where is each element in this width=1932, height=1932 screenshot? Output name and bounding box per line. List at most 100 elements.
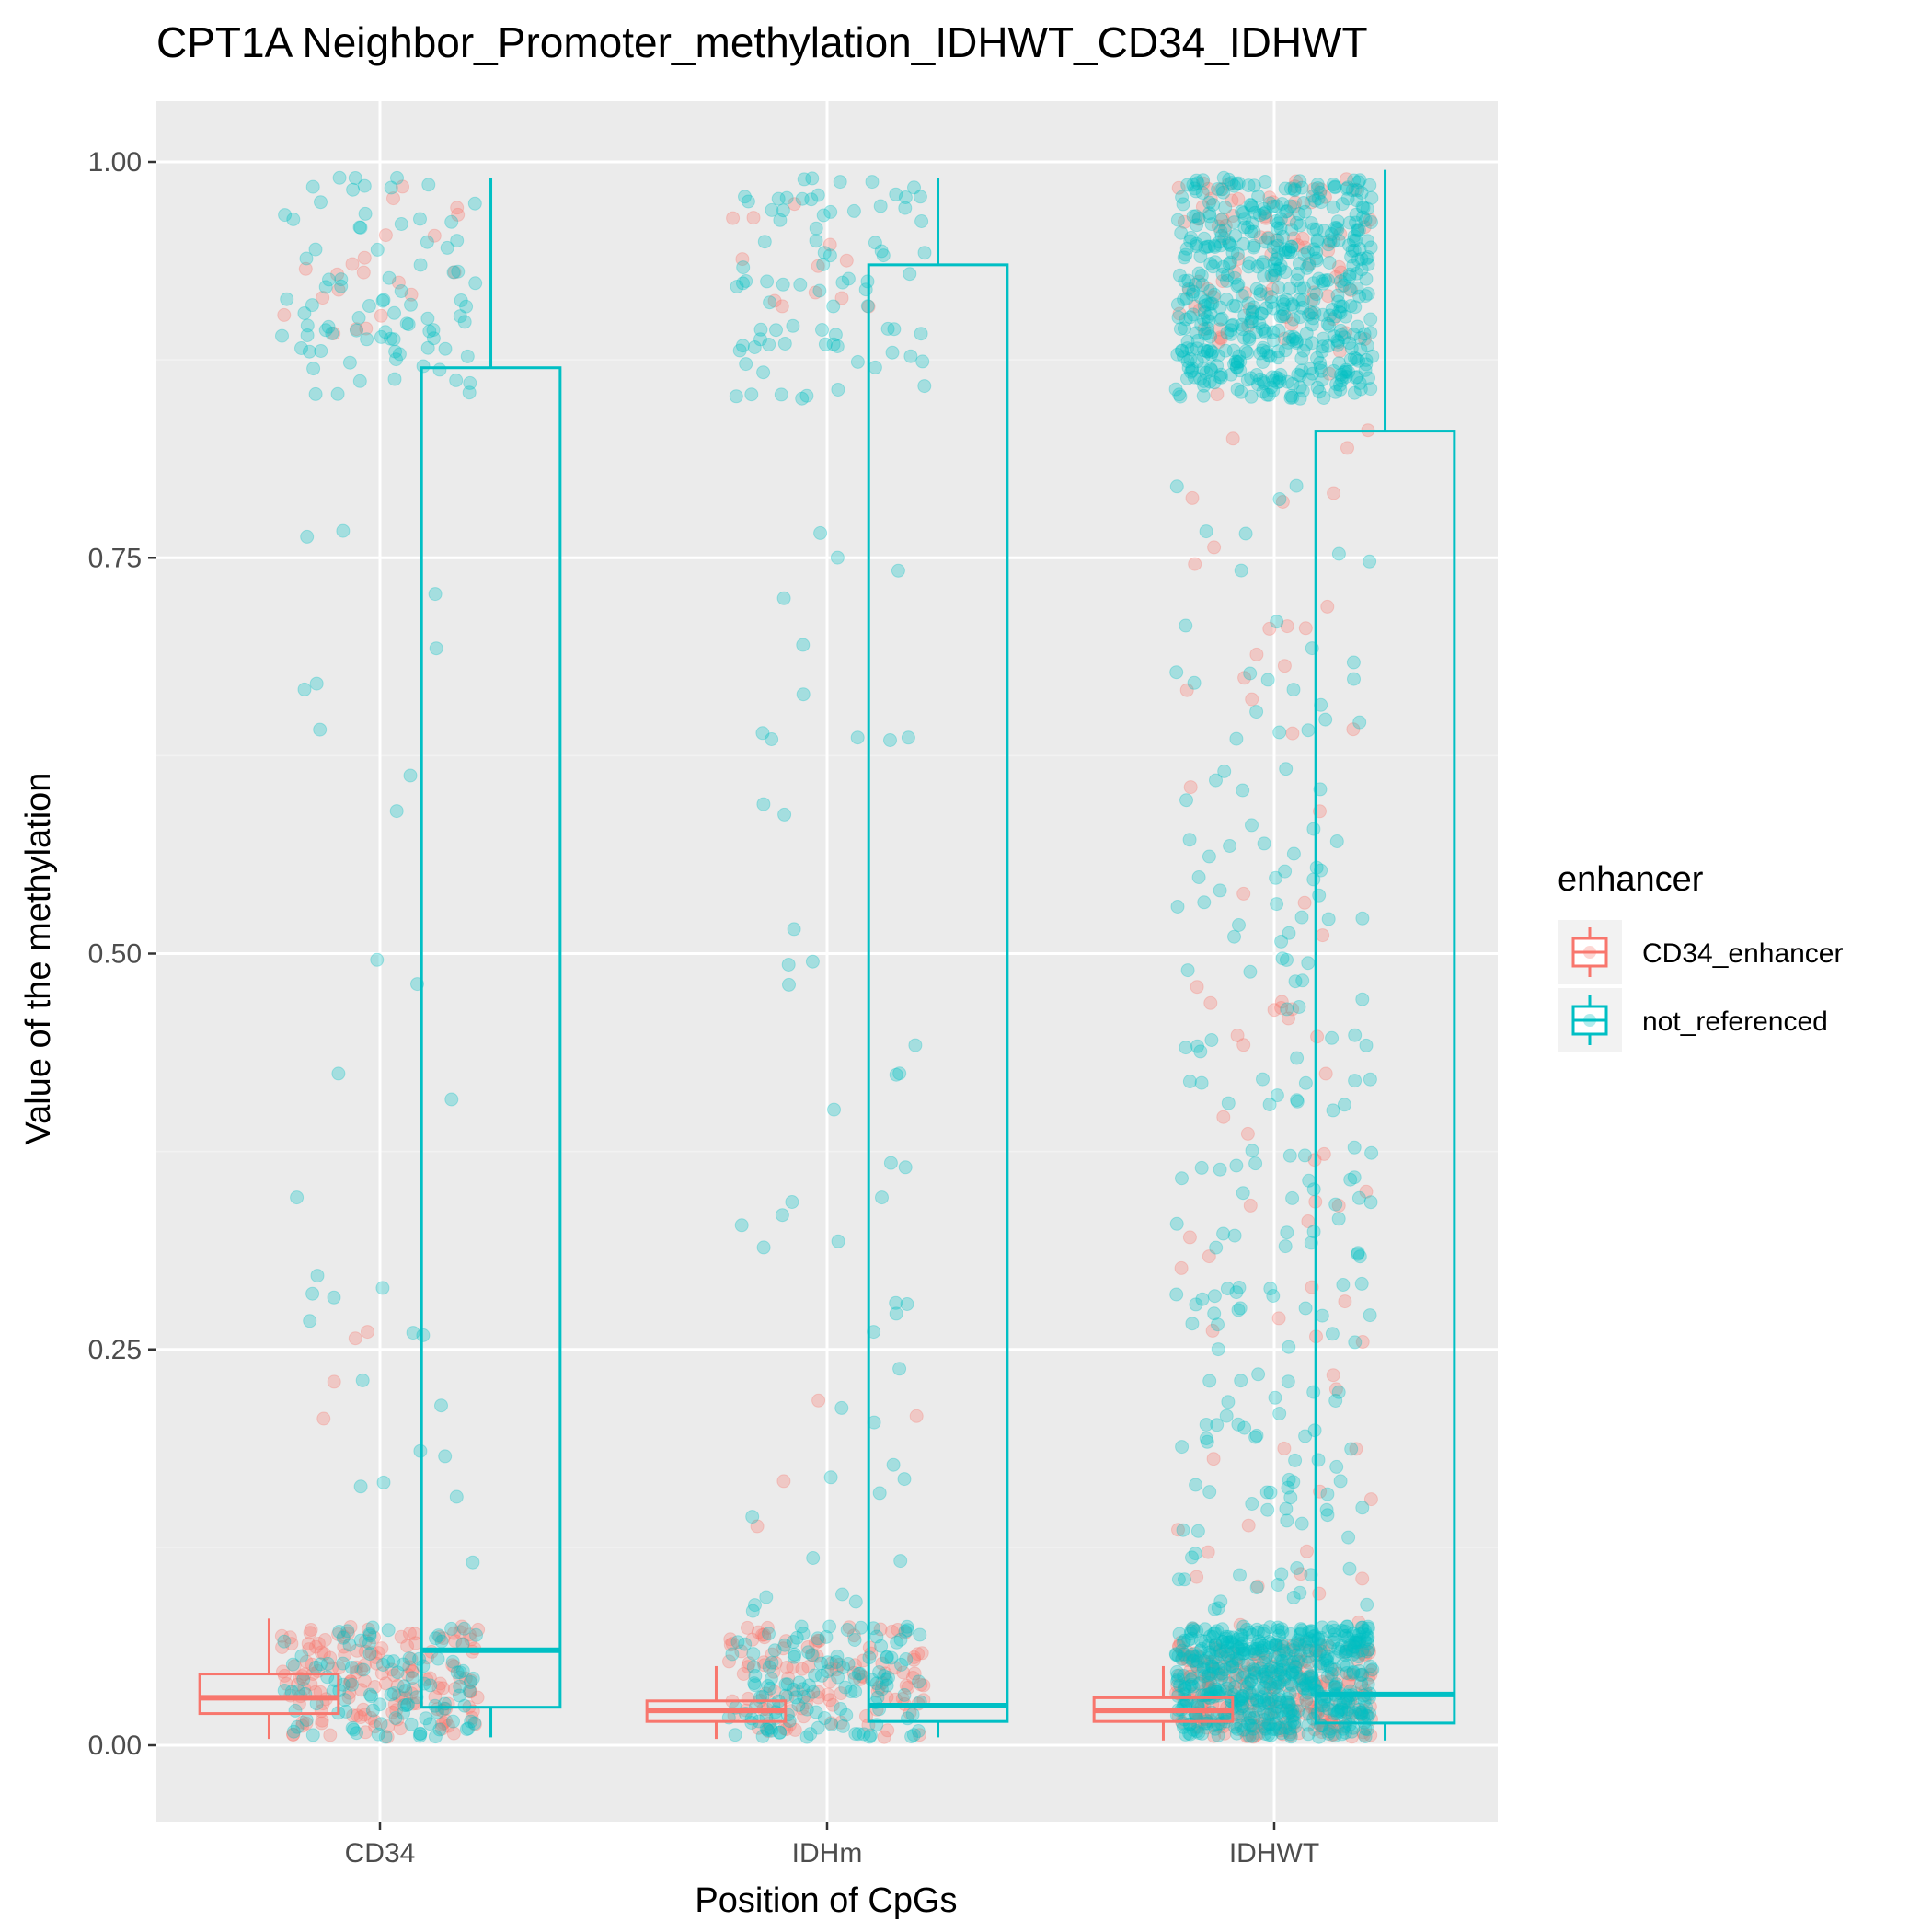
jitter-point	[369, 1656, 384, 1671]
jitter-point	[1190, 176, 1205, 190]
jitter-point	[422, 324, 437, 339]
jitter-point	[1281, 335, 1295, 350]
jitter-point	[1271, 1311, 1286, 1326]
jitter-point	[1244, 315, 1259, 329]
jitter-point	[1246, 305, 1260, 318]
jitter-point	[1217, 1662, 1232, 1677]
jitter-point	[466, 1671, 480, 1685]
jitter-point	[1217, 231, 1232, 246]
jitter-point	[1259, 1670, 1274, 1685]
y-axis-title: Value of the methylation	[19, 773, 58, 1145]
jitter-point	[1351, 183, 1364, 198]
jitter-point	[1184, 342, 1199, 357]
jitter-point	[388, 344, 403, 359]
jitter-point	[1184, 1631, 1199, 1646]
jitter-point	[1292, 293, 1306, 307]
jitter-point	[1202, 206, 1217, 221]
jitter-point	[1255, 257, 1270, 271]
jitter-point	[408, 1627, 422, 1641]
jitter-point	[1355, 200, 1370, 214]
jitter-point	[1197, 378, 1212, 393]
jitter-point	[1227, 178, 1241, 193]
jitter-point	[1179, 1650, 1194, 1664]
jitter-point	[1222, 236, 1236, 251]
jitter-point	[1255, 1646, 1270, 1661]
jitter-point	[459, 299, 474, 314]
jitter-point	[1306, 1182, 1321, 1197]
jitter-point	[365, 1703, 380, 1718]
jitter-point	[1320, 1508, 1335, 1523]
jitter-point	[314, 195, 328, 210]
jitter-point	[331, 282, 346, 297]
box-iqr	[420, 366, 562, 1709]
jitter-point	[1273, 212, 1288, 226]
jitter-point	[1179, 618, 1193, 633]
jitter-point	[420, 235, 434, 249]
jitter-point	[1233, 1617, 1248, 1632]
jitter-point	[275, 328, 289, 343]
jitter-point	[412, 1729, 427, 1743]
jitter-point	[1250, 1641, 1265, 1656]
jitter-point	[824, 1718, 839, 1731]
jitter-point	[1345, 1667, 1360, 1682]
jitter-point	[1287, 1715, 1302, 1730]
jitter-point	[1294, 1622, 1308, 1637]
jitter-point	[421, 178, 436, 192]
jitter-point	[1249, 1719, 1264, 1734]
jitter-point	[1214, 1666, 1229, 1681]
jitter-point	[1259, 287, 1274, 302]
jitter-point	[1257, 1713, 1271, 1727]
jitter-point	[1249, 647, 1264, 661]
jitter-point	[378, 228, 393, 243]
jitter-point	[1231, 1653, 1246, 1668]
jitter-point	[1184, 1624, 1199, 1639]
jitter-point	[900, 1619, 914, 1634]
jitter-point	[757, 1627, 772, 1642]
jitter-point	[1340, 191, 1355, 206]
jitter-point	[1207, 1627, 1221, 1641]
jitter-point	[1191, 212, 1206, 226]
jitter-point	[350, 1643, 364, 1658]
jitter-point	[1200, 309, 1214, 324]
jitter-point	[1211, 1317, 1225, 1332]
jitter-point	[1180, 341, 1195, 356]
jitter-point	[1325, 1327, 1340, 1341]
jitter-point	[826, 337, 841, 351]
jitter-point	[773, 1725, 787, 1740]
jitter-point	[1340, 1658, 1354, 1673]
jitter-point	[353, 1633, 368, 1648]
jitter-point	[1326, 178, 1340, 191]
jitter-point	[1209, 773, 1223, 788]
jitter-point	[1194, 1641, 1209, 1656]
jitter-point	[1343, 299, 1358, 313]
jitter-point	[1246, 1657, 1260, 1672]
jitter-point	[1204, 1655, 1218, 1669]
jitter-point	[376, 293, 391, 307]
jitter-point	[1350, 266, 1364, 281]
jitter-point	[387, 1697, 402, 1711]
jitter-point	[1223, 1660, 1237, 1674]
jitter-point	[1252, 1634, 1267, 1649]
jitter-point	[1236, 236, 1251, 251]
jitter-point	[1320, 316, 1335, 331]
jitter-point	[1321, 339, 1336, 353]
jitter-point	[1315, 344, 1329, 359]
jitter-point	[1223, 238, 1237, 253]
jitter-point	[390, 1678, 405, 1693]
jitter-point	[840, 1623, 855, 1637]
jitter-point	[1278, 245, 1293, 259]
jitter-point	[1236, 1699, 1250, 1714]
jitter-point	[898, 201, 913, 215]
jitter-point	[432, 1722, 447, 1737]
jitter-point	[1286, 231, 1301, 246]
jitter-point	[1211, 1666, 1225, 1681]
jitter-point	[1321, 912, 1336, 926]
jitter-point	[287, 1659, 302, 1673]
jitter-point	[725, 1637, 740, 1651]
jitter-point	[308, 1639, 323, 1654]
jitter-point	[1224, 327, 1238, 341]
jitter-point	[816, 258, 831, 271]
jitter-point	[1257, 1719, 1271, 1734]
jitter-point	[1230, 354, 1245, 369]
jitter-point	[1341, 1674, 1356, 1689]
